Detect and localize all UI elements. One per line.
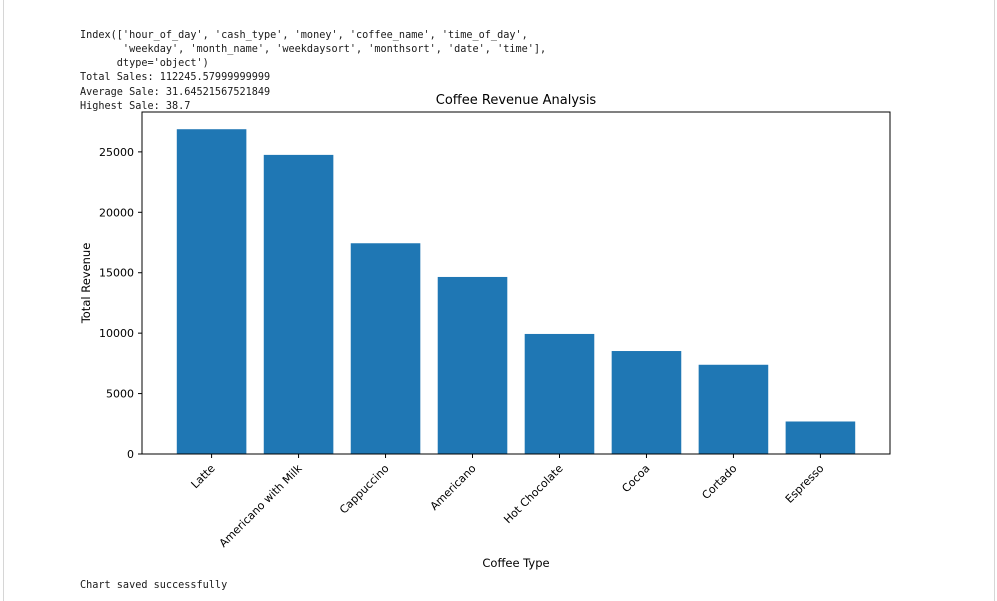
cell-right-border	[994, 0, 995, 601]
bar-latte	[176, 129, 247, 455]
x-tick-label: Hot Chocolate	[501, 462, 565, 526]
output-line: Index(['hour_of_day', 'cash_type', 'mone…	[80, 29, 528, 41]
bar-cocoa	[611, 351, 682, 454]
bar-espresso	[785, 421, 856, 454]
status-message: Chart saved successfully	[80, 580, 228, 591]
x-tick-label: Cappuccino	[337, 462, 392, 517]
bar-cortado	[698, 364, 769, 454]
y-tick-label: 15000	[99, 267, 134, 280]
output-line: Highest Sale: 38.7	[80, 101, 191, 113]
x-tick-label: Americano	[428, 462, 479, 513]
y-axis: 0 5000 10000 15000 20000 25000	[99, 146, 142, 461]
chart-title: Coffee Revenue Analysis	[436, 93, 597, 108]
bars-group	[176, 129, 856, 455]
bar-americano	[437, 276, 508, 454]
y-tick-label: 20000	[99, 206, 134, 219]
output-line: dtype='object')	[80, 58, 209, 70]
y-tick-label: 5000	[106, 388, 134, 401]
x-axis-label: Coffee Type	[482, 556, 549, 570]
y-tick-label: 10000	[99, 327, 134, 340]
bar-americano-with-milk	[263, 154, 334, 454]
output-line: Total Sales: 112245.57999999999	[80, 72, 271, 84]
x-tick-label: Espresso	[783, 462, 827, 506]
y-tick-label: 0	[127, 448, 134, 461]
bar-hot-chocolate	[524, 333, 595, 454]
y-tick-label: 25000	[99, 146, 134, 159]
x-tick-label: Cocoa	[619, 462, 652, 495]
x-tick-label: Americano with Milk	[217, 461, 305, 549]
output-line: Average Sale: 31.64521567521849	[80, 86, 271, 98]
plot-frame	[141, 111, 891, 455]
x-axis: Latte Americano with Milk Cappuccino Americ…	[189, 454, 827, 550]
y-axis-label: Total Revenue	[79, 243, 93, 325]
output-line: 'weekday', 'month_name', 'weekdaysort', …	[80, 43, 547, 55]
x-tick-label: Cortado	[699, 462, 739, 502]
cell-left-border	[3, 0, 4, 601]
x-tick-label: Latte	[189, 462, 218, 491]
bar-cappuccino	[350, 243, 421, 454]
cell-output-text: Index(['hour_of_day', 'cash_type', 'mone…	[80, 0, 546, 129]
